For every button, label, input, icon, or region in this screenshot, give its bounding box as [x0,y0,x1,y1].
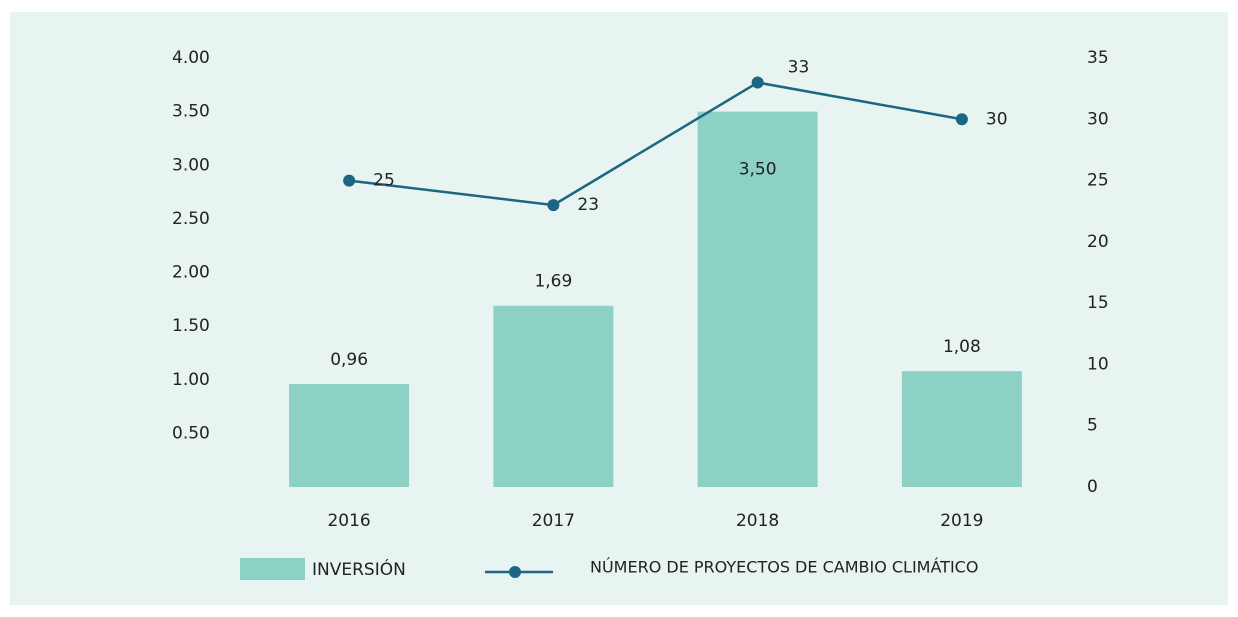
y2-tick-label: 35 [1087,48,1109,68]
y2-tick-label: 10 [1087,354,1109,374]
bar-value-label: 3,50 [739,160,777,180]
y2-tick-label: 0 [1087,477,1098,497]
y2-tick-label: 20 [1087,232,1109,252]
x-tick-label: 2017 [532,511,575,531]
bar [697,111,818,487]
bar-value-label: 1,69 [534,272,572,292]
y2-tick-label: 15 [1087,293,1109,313]
y2-tick-label: 5 [1087,416,1098,436]
line-value-label: 25 [373,171,395,191]
line-value-label: 33 [788,58,810,78]
y-tick-label: 2.50 [172,209,210,229]
bar [901,371,1022,487]
line-value-label: 23 [577,195,599,215]
y2-tick-label: 25 [1087,171,1109,191]
bar [493,305,614,487]
legend-swatch-dot [509,566,521,578]
x-tick-label: 2016 [327,511,370,531]
line-point [547,199,560,212]
y-tick-label: 1.50 [172,316,210,336]
y-tick-label: 1.00 [172,370,210,390]
panel [10,12,1228,605]
y-tick-label: 4.00 [172,48,210,68]
bar-value-label: 0,96 [330,350,368,370]
y-tick-label: 3.50 [172,102,210,122]
line-point [343,174,356,187]
line [348,81,963,207]
x-tick-label: 2019 [940,511,983,531]
legend-swatch [240,558,305,580]
y-tick-label: 3.00 [172,155,210,175]
y-tick-label: 2.00 [172,263,210,283]
line-point [751,76,764,89]
bar-value-label: 1,08 [943,337,981,357]
line-value-label: 30 [986,109,1008,129]
line-point [955,113,968,126]
x-tick-label: 2018 [736,511,779,531]
y2-tick-label: 30 [1087,109,1109,129]
legend-label: INVERSIÓN [312,558,406,580]
legend-label: NÚMERO DE PROYECTOS DE CAMBIO CLIMÁTICO [590,558,978,577]
y-tick-label: 0.50 [172,423,210,443]
bar [289,384,410,487]
